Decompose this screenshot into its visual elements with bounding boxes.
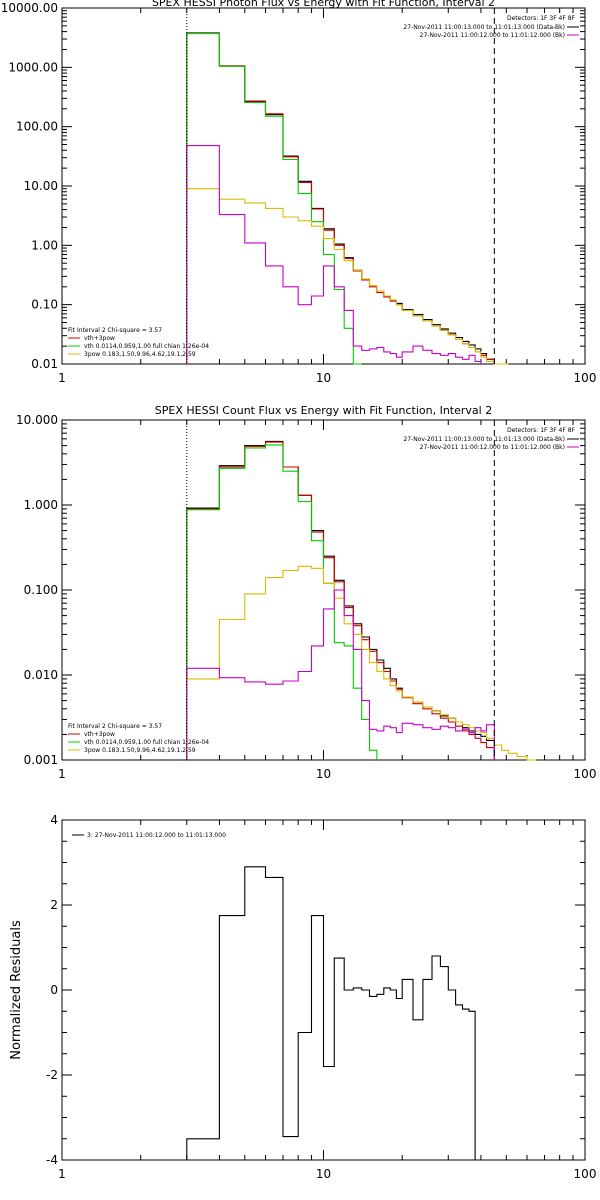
x-axis: 1 10 100 — [58, 820, 596, 1181]
y-tick-label: -4 — [46, 1153, 58, 1167]
legend-entry-label: 27-Nov-2011 11:00:13.000 to 11:01:13.000… — [403, 24, 565, 31]
legend-entry-label: vth+3pow — [84, 731, 115, 738]
y-tick-label: 2 — [50, 898, 58, 912]
chart-panel-3: Normalized Residuals 1 10 100 -4 -2 0 2 4 3: 27-N… — [9, 813, 596, 1181]
y-tick-label: 1000.00 — [8, 60, 58, 74]
legend-entry-label: 27-Nov-2011 11:00:12.000 to 11:01:12.000… — [420, 32, 565, 39]
chart-panel-2: SPEX HESSI Count Flux vs Energy with Fit… — [16, 404, 596, 781]
series-line-residuals — [186, 866, 495, 1161]
legend-entry-label: vth+3pow — [84, 335, 115, 342]
y-tick-label: 1.000 — [24, 498, 58, 512]
y-axis: 0.01 0.10 1.00 10.00 100.00 1000.00 10000.00 — [1, 1, 585, 371]
y-axis-label: Normalized Residuals — [9, 920, 24, 1060]
legend-entry-label: 3pow 0.183,1.50,9.96,4.62,19.1,2.59 — [84, 351, 196, 358]
y-axis: 0.001 0.010 0.100 1.000 10.000 — [16, 413, 585, 767]
y-tick-label: 0.10 — [31, 298, 58, 312]
plot-frame — [61, 419, 586, 761]
series-line-3pow — [186, 188, 509, 365]
legend-entry-label: 27-Nov-2011 11:00:13.000 to 11:01:13.000… — [403, 436, 565, 443]
y-tick-label: 10.00 — [24, 179, 58, 193]
y-tick-label: 100.00 — [16, 120, 58, 134]
legend-entry-label: 27-Nov-2011 11:00:12.000 to 11:01:12.000… — [420, 444, 565, 451]
x-tick-label: 100 — [574, 1167, 597, 1181]
legend-top-left: 3: 27-Nov-2011 11:00:12.000 to 11:01:13.… — [72, 832, 226, 839]
legend-heading: Fit Interval 2 Chi-square = 3.57 — [68, 327, 162, 334]
legend-heading: Detectors: 1F 3F 4F 8F — [507, 427, 576, 434]
legend-top-right: Detectors: 1F 3F 4F 8F 27-Nov-2011 11:00:… — [403, 15, 579, 39]
y-tick-label: 10.000 — [16, 413, 58, 427]
series-line-vth — [186, 444, 378, 760]
x-tick-label: 10 — [316, 371, 331, 385]
x-tick-label: 1 — [58, 767, 66, 781]
x-tick-label: 1 — [58, 1167, 66, 1181]
legend-entry-label: vth 0.0114,0.959,1.00 full chian 1.26e-0… — [84, 343, 209, 350]
y-tick-label: -2 — [46, 1068, 58, 1082]
legend-heading: Fit Interval 2 Chi-square = 3.57 — [68, 723, 162, 730]
x-tick-label: 10 — [316, 767, 331, 781]
series-line-background — [186, 145, 482, 364]
chart-panel-1: SPEX HESSI Photon Flux vs Energy with Fi… — [1, 0, 597, 385]
y-tick-label: 0.001 — [24, 753, 58, 767]
series-line-background — [186, 589, 495, 760]
legend-entry-label: 3pow 0.183,1.50,9.96,4.62,19.1,2.59 — [84, 747, 196, 754]
y-tick-label: 0 — [50, 983, 58, 997]
legend-top-right: Detectors: 1F 3F 4F 8F 27-Nov-2011 11:00:… — [403, 427, 579, 451]
legend-entry-label: 3: 27-Nov-2011 11:00:12.000 to 11:01:13.… — [87, 832, 226, 839]
x-tick-label: 100 — [574, 371, 597, 385]
y-tick-label: 0.010 — [24, 668, 58, 682]
series-line-vth-3pow — [186, 441, 495, 760]
legend-entry-label: vth 0.0114,0.959,1.00 full chian 1.26e-0… — [84, 739, 209, 746]
y-tick-label: 4 — [50, 813, 58, 827]
y-tick-label: 10000.00 — [1, 1, 58, 15]
series-line-vth — [186, 33, 362, 365]
x-tick-label: 1 — [58, 371, 66, 385]
y-axis: -4 -2 0 2 4 — [46, 813, 585, 1167]
x-tick-label: 100 — [574, 767, 597, 781]
series-line-3pow — [186, 565, 537, 761]
chart-title: SPEX HESSI Photon Flux vs Energy with Fi… — [152, 0, 495, 9]
legend-bottom-left: Fit Interval 2 Chi-square = 3.57vth+3pow… — [68, 723, 209, 754]
legend-heading: Detectors: 1F 3F 4F 8F — [507, 15, 576, 22]
y-tick-label: 0.100 — [24, 583, 58, 597]
y-tick-label: 0.01 — [31, 357, 58, 371]
y-tick-label: 1.00 — [31, 238, 58, 252]
series-line-data — [186, 32, 495, 364]
x-tick-label: 10 — [316, 1167, 331, 1181]
series-line-data — [186, 440, 495, 760]
chart-title: SPEX HESSI Count Flux vs Energy with Fit… — [155, 404, 492, 417]
plot-frame — [61, 7, 586, 365]
legend-bottom-left: Fit Interval 2 Chi-square = 3.57vth+3pow… — [68, 327, 209, 358]
